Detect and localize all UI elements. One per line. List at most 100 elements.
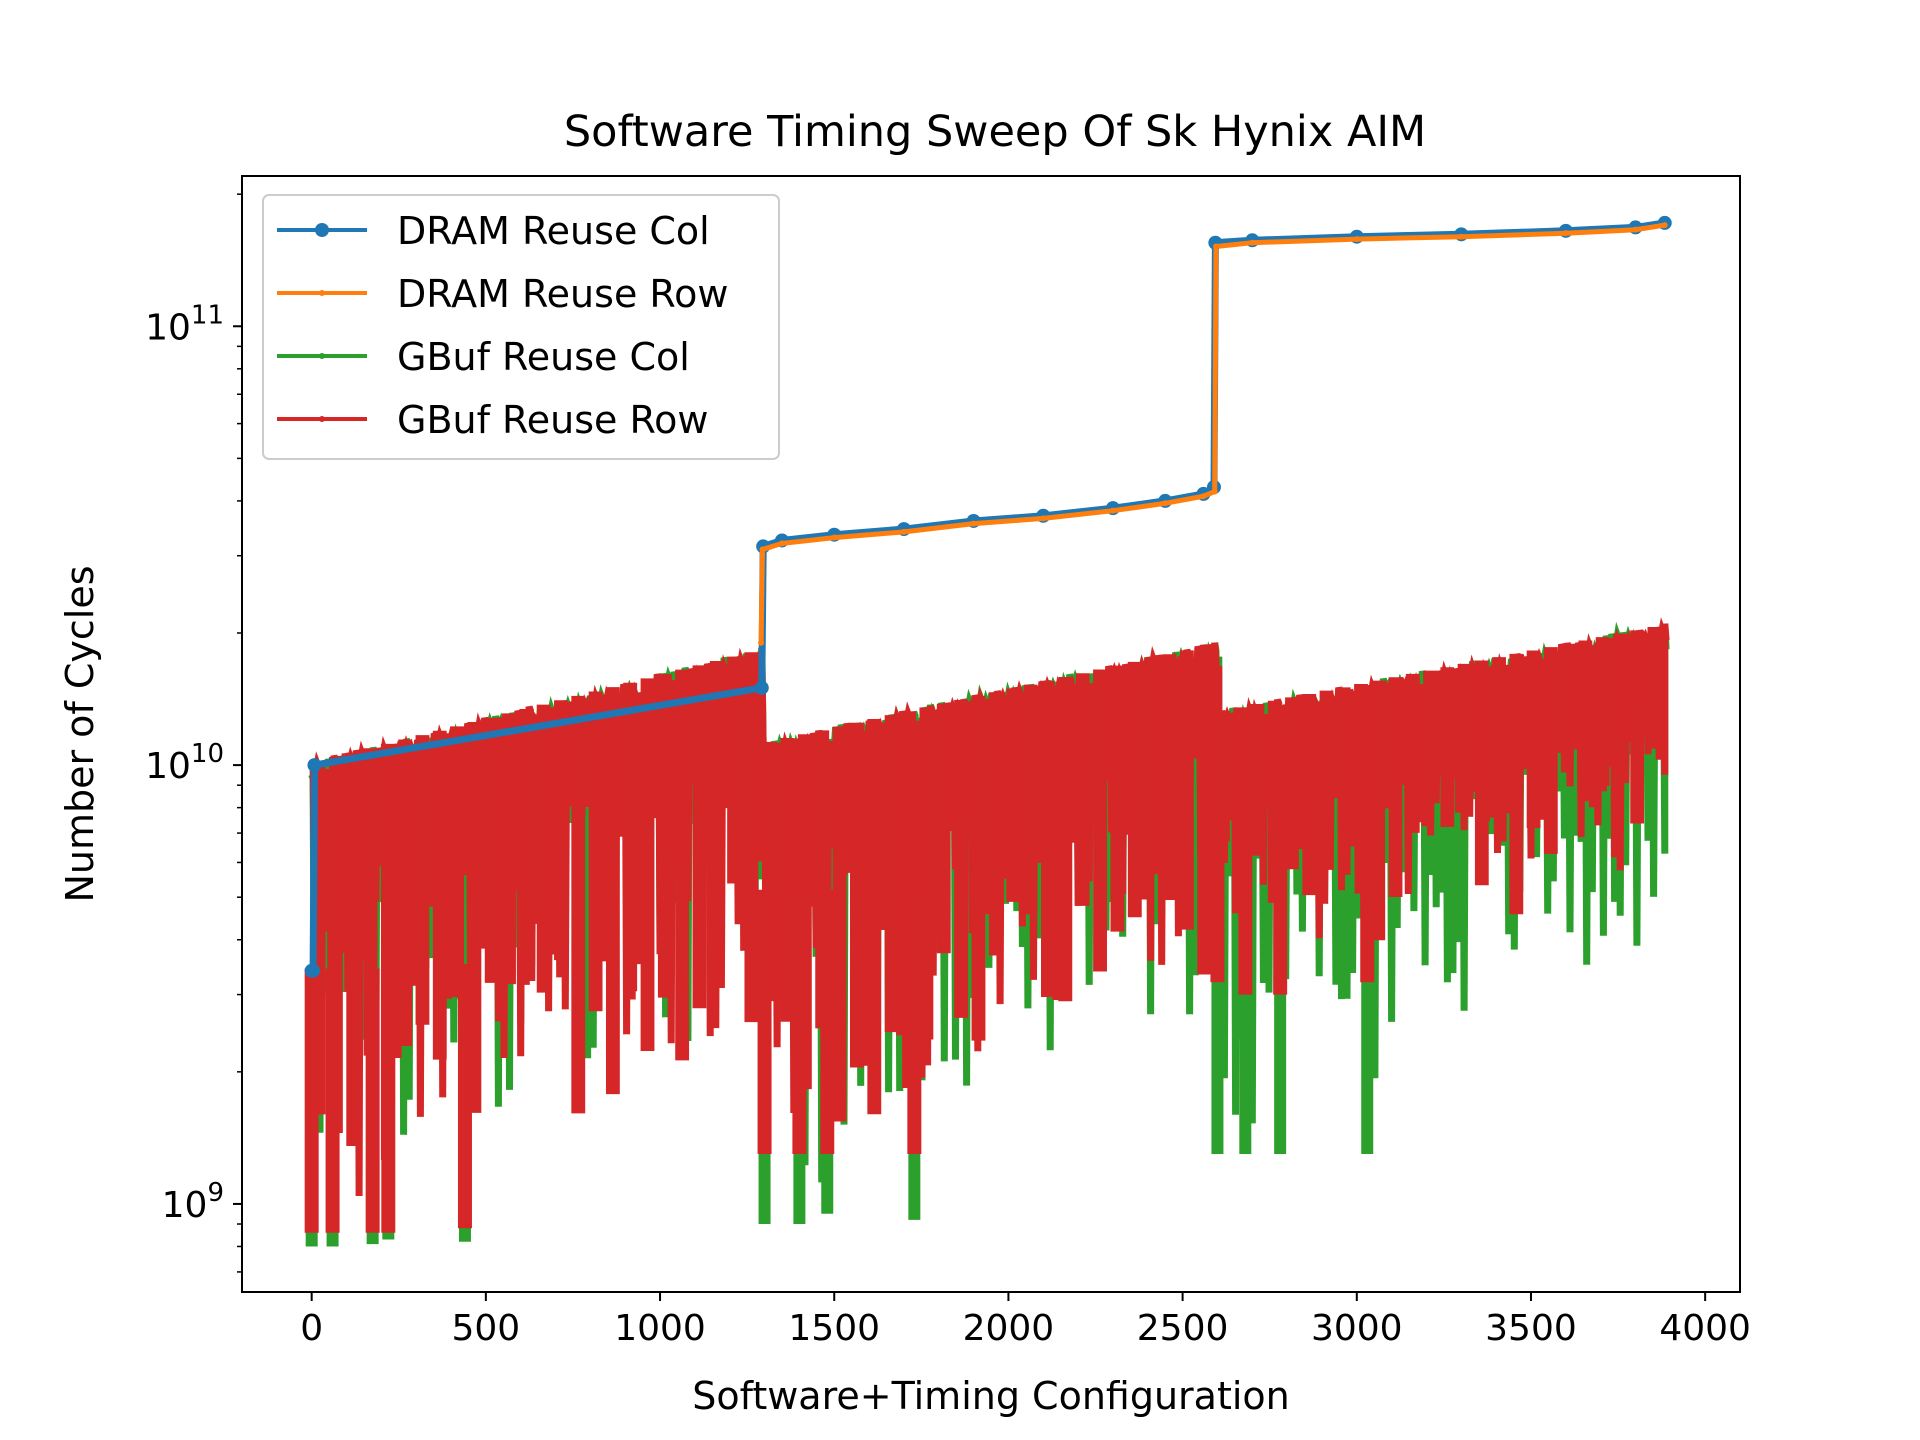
dram-row-point: [1249, 239, 1256, 246]
x-tick-label: 1000: [614, 1308, 706, 1349]
gbuf-row-block: [1561, 643, 1576, 732]
x-tick-label: 4000: [1659, 1308, 1751, 1349]
gbuf-row-block: [1127, 661, 1142, 918]
x-axis-label: Software+Timing Configuration: [692, 1374, 1290, 1418]
x-tick-label: 2500: [1137, 1308, 1229, 1349]
chart-title: Software Timing Sweep Of Sk Hynix AIM: [564, 107, 1426, 157]
series-layer: [304, 215, 1672, 1247]
gbuf-row-block: [1509, 653, 1524, 915]
gbuf-row-block: [657, 674, 672, 998]
y-tick-label: 109: [162, 1178, 224, 1226]
x-tick-label: 2000: [963, 1308, 1055, 1349]
gbuf-row-block: [727, 656, 741, 884]
dram-row-point: [900, 528, 907, 535]
gbuf-row-block: [988, 692, 1003, 956]
gbuf-row-block: [936, 703, 951, 954]
dram-row-point: [1213, 243, 1220, 250]
gbuf-row-block: [675, 669, 690, 1061]
dram-col-point: [307, 758, 322, 773]
legend: DRAM Reuse Col DRAM Reuse Row GBuf Reuse…: [262, 194, 780, 460]
legend-label-dram-col: DRAM Reuse Col: [397, 209, 710, 253]
legend-marker-dram-col: [315, 223, 329, 237]
gbuf-row-block: [1145, 658, 1160, 875]
dram-row-point: [970, 520, 977, 527]
gbuf-row-block: [1440, 667, 1455, 827]
gbuf-row-block: [1612, 633, 1627, 725]
gbuf-row-block: [1023, 684, 1038, 915]
x-tick-label: 0: [300, 1308, 323, 1349]
gbuf-row-block: [1647, 627, 1662, 712]
gbuf-row-block: [1093, 669, 1107, 972]
legend-marker-dram-row: [319, 290, 325, 296]
plot-frame: [241, 175, 1741, 1293]
legend-label-gbuf-row: GBuf Reuse Row: [397, 398, 709, 442]
dram-row-point: [1632, 226, 1639, 233]
gbuf-row-block: [867, 718, 882, 1115]
gbuf-row-block: [1405, 673, 1420, 833]
gbuf-row-block: [571, 695, 586, 1114]
dram-row-point: [1562, 230, 1569, 237]
gbuf-row-block: [432, 730, 447, 1060]
gbuf-row-block: [832, 726, 847, 1122]
gbuf-row-block: [1474, 660, 1489, 886]
legend-frame: [262, 194, 780, 460]
gbuf-row-block: [519, 708, 534, 974]
x-axis: 0 500 1000 1500 2000 2500 3000 3500 4000: [300, 1292, 1751, 1349]
gbuf-row-block: [849, 722, 864, 1068]
dram-col-point: [754, 680, 769, 695]
gbuf-row-block: [1110, 665, 1125, 932]
gbuf-row-block: [971, 696, 986, 1041]
dram-row-point: [1211, 488, 1218, 495]
dram-row-point: [1353, 236, 1360, 243]
dram-row-point: [778, 540, 785, 547]
gbuf-row-block: [1543, 647, 1558, 854]
gbuf-row-block: [744, 652, 759, 1023]
dram-row-point: [1458, 233, 1465, 240]
gbuf-row-block: [1250, 704, 1265, 856]
gbuf-row-block: [1388, 677, 1403, 897]
gbuf-row-block: [884, 715, 899, 1033]
gbuf-row-block: [692, 665, 707, 1009]
x-tick-label: 1500: [788, 1308, 880, 1349]
legend-label-dram-row: DRAM Reuse Row: [397, 272, 728, 316]
gbuf-row-block: [1457, 663, 1472, 776]
gbuf-row-block: [919, 707, 934, 1040]
legend-marker-gbuf-col: [319, 353, 325, 359]
dram-row-point: [1661, 222, 1668, 229]
dram-row-point: [759, 546, 766, 553]
gbuf-row-block: [1630, 630, 1645, 824]
dram-row-point: [1200, 493, 1207, 500]
gbuf-row-block: [346, 752, 361, 1147]
gbuf-row-block: [554, 700, 568, 961]
gbuf-row-block: [1319, 690, 1334, 802]
gbuf-row-block: [709, 660, 724, 986]
gbuf-row-block: [1058, 677, 1073, 1002]
gbuf-row-block: [484, 717, 499, 983]
gbuf-row-block: [1285, 697, 1299, 870]
x-tick-label: 3000: [1311, 1308, 1403, 1349]
dram-col-point: [306, 963, 321, 978]
gbuf-row-block: [605, 687, 620, 1095]
gbuf-row-block: [398, 739, 413, 1046]
y-axis: 109 1010 1011: [145, 193, 242, 1273]
gbuf-row-block: [1006, 688, 1021, 902]
dram-row-point: [1109, 507, 1116, 514]
gbuf-row-block: [1578, 640, 1593, 802]
gbuf-row-block: [502, 713, 516, 985]
gbuf-row-block: [640, 678, 655, 1051]
gbuf-row-block: [1179, 650, 1194, 930]
gbuf-row-block: [1526, 650, 1541, 828]
gbuf-row-block: [1595, 637, 1610, 786]
dram-row-point: [1040, 515, 1047, 522]
gbuf-row-block: [1423, 670, 1437, 791]
gbuf-row-block: [780, 738, 795, 1022]
gbuf-row-block: [450, 726, 465, 998]
gbuf-row-block: [1041, 680, 1055, 997]
y-axis-label: Number of Cycles: [58, 565, 102, 902]
legend-label-gbuf-col: GBuf Reuse Col: [397, 335, 690, 379]
gbuf-row-block: [1197, 646, 1212, 975]
gbuf-row-block: [623, 682, 638, 992]
legend-marker-gbuf-row: [319, 416, 325, 422]
series-line-dram-reuse-row: [758, 222, 1666, 643]
